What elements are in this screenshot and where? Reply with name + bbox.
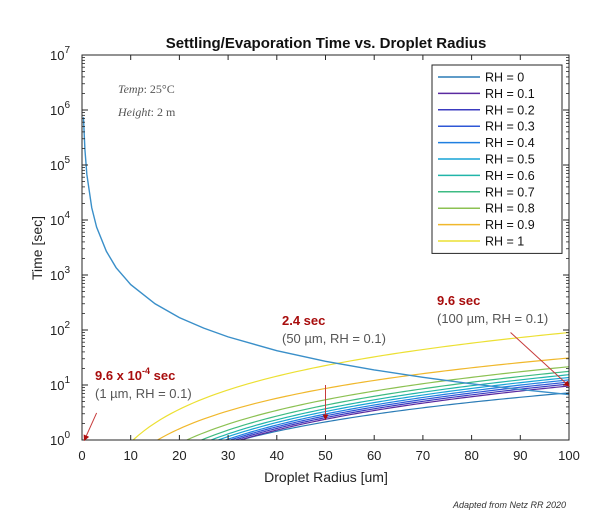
annotation-value: 2.4 sec [282,313,325,328]
legend-entry: RH = 0.6 [485,169,535,183]
x-tick-label: 0 [78,448,85,463]
legend-entry: RH = 0.4 [485,136,535,150]
x-tick-label: 20 [172,448,186,463]
x-tick-label: 40 [270,448,284,463]
series-layer [82,117,569,440]
y-tick-label: 106 [50,100,70,118]
y-axis-label: Time [sec] [29,216,45,280]
source-credit: Adapted from Netz RR 2020 [452,500,566,510]
annotation-value: 9.6 sec [437,293,480,308]
series-line-6 [210,374,569,440]
series-line-2 [235,383,569,440]
series-line-9 [157,357,569,440]
annotation-arrow [510,332,570,387]
legend-entry: RH = 0.2 [485,103,535,117]
series-line-7 [201,370,569,440]
series-line-0 [240,392,569,440]
legend-entry: RH = 0.8 [485,202,535,216]
legend-entry: RH = 0.1 [485,87,535,101]
x-axis-ticks: 0 10 20 30 40 50 60 70 80 90 100 [78,55,580,463]
series-line-1 [240,385,569,440]
legend-entry: RH = 0.3 [485,120,535,134]
chart-title: Settling/Evaporation Time vs. Droplet Ra… [166,35,487,52]
annotation-detail: (100 µm, RH = 0.1) [437,311,548,326]
conditions-text: Temp: 25°C Height: 2 m [117,82,176,119]
annotation-value: 9.6 x 10-4 sec [95,366,175,383]
x-tick-label: 70 [416,448,430,463]
y-tick-label: 101 [50,375,70,393]
y-tick-label: 105 [50,155,70,173]
legend-entry: RH = 0 [485,71,524,85]
series-line-10 [132,331,569,440]
annotation-arrow [83,412,98,442]
series-line-8 [186,366,569,440]
temp-condition: Temp: 25°C [118,82,175,96]
x-tick-label: 30 [221,448,235,463]
height-condition: Height: 2 m [117,105,176,119]
y-axis-ticks: 100 101 102 103 104 105 106 107 [50,45,569,448]
y-tick-label: 104 [50,210,70,228]
x-tick-label: 80 [464,448,478,463]
x-axis-label: Droplet Radius [um] [264,469,388,485]
annotation-detail: (1 µm, RH = 0.1) [95,386,192,401]
legend-entry: RH = 0.9 [485,218,535,232]
legend-entry: RH = 0.7 [485,185,535,199]
annotations: 9.6 x 10-4 sec (1 µm, RH = 0.1) 2.4 sec (50… [83,293,570,442]
y-tick-label: 100 [50,430,70,448]
x-tick-label: 90 [513,448,527,463]
series-line-4 [225,379,569,440]
x-tick-label: 60 [367,448,381,463]
y-tick-label: 107 [50,45,70,63]
legend: RH = 0 RH = 0.1 RH = 0.2 RH = 0.3 RH = 0.4 RH… [431,64,563,254]
legend-entry: RH = 1 [485,235,524,249]
settling-time-line [82,117,569,396]
y-tick-label: 102 [50,320,70,338]
x-tick-label: 100 [558,448,580,463]
series-line-5 [218,376,569,440]
x-tick-label: 50 [318,448,332,463]
legend-entry: RH = 0.5 [485,153,535,167]
x-tick-label: 10 [123,448,137,463]
annotation-detail: (50 µm, RH = 0.1) [282,331,386,346]
y-tick-label: 103 [50,265,70,283]
